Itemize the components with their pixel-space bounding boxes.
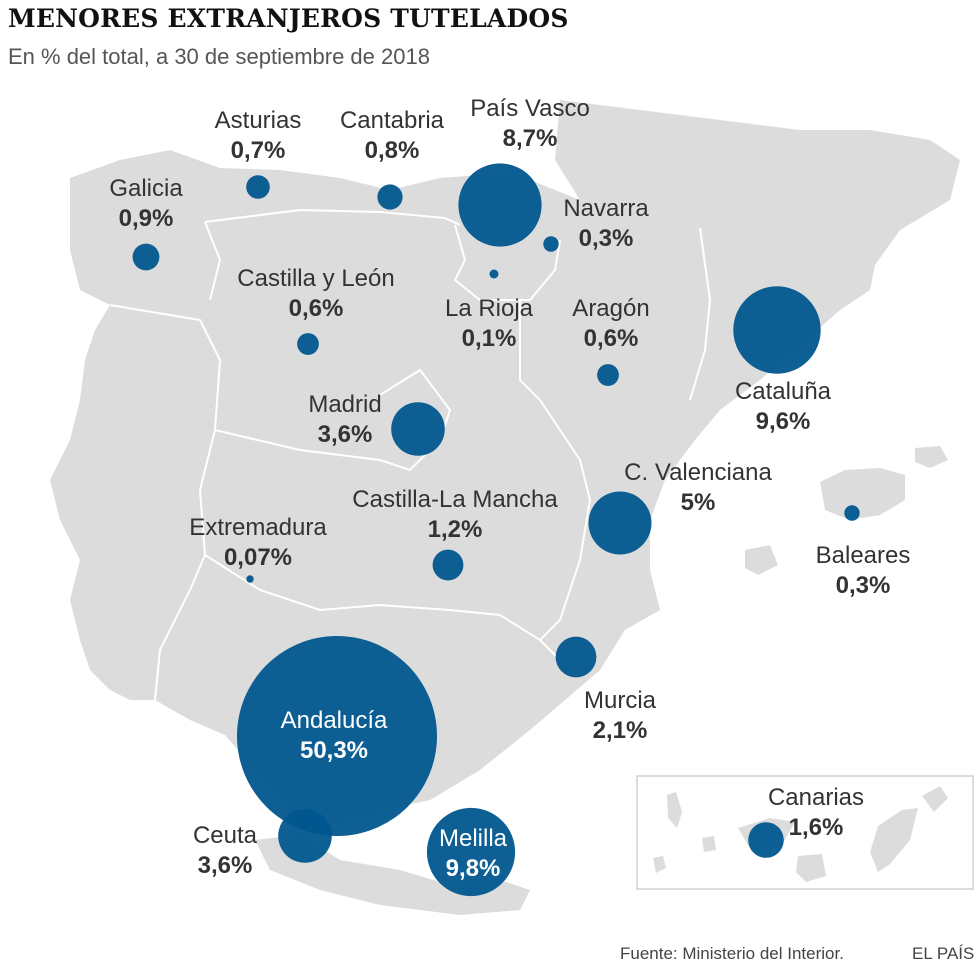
label-asturias: Asturias 0,7% [215,106,302,166]
region-value: 3,6% [197,852,253,879]
bubble-castilla-y-leon [297,333,319,355]
bubble-asturias [246,175,270,199]
region-name: La Rioja [444,295,534,322]
bubble-baleares [844,505,860,521]
bubble-la-rioja [489,269,499,279]
region-value: 3,6% [317,421,373,448]
region-name: Murcia [583,687,657,714]
region-value: 2,1% [592,717,648,744]
chart-subtitle: En % del total, a 30 de septiembre de 20… [8,44,430,69]
label-castilla-la-mancha: Castilla-La Mancha 1,2% [352,485,557,545]
region-name: Castilla y León [237,265,395,292]
region-value: 9,6% [755,408,811,435]
label-canarias: Canarias 1,6% [768,783,864,843]
bubble-castilla-la-mancha [432,549,464,581]
region-name: Canarias [767,784,865,811]
bubble-andalucia [237,636,437,836]
label-galicia: Galicia 0,9% [109,174,182,234]
label-pais-vasco: País Vasco 8,7% [470,94,590,154]
chart-title: MENORES EXTRANJEROS TUTELADOS [8,4,569,33]
label-cantabria: Cantabria 0,8% [340,106,444,166]
label-navarra: Navarra 0,3% [563,194,648,254]
bubble-aragon [597,364,619,386]
bubble-layer [132,163,860,897]
region-name: Extremadura [189,514,327,541]
bubble-cataluna [733,286,821,374]
region-name: Madrid [308,391,382,418]
bubble-extremadura [246,575,254,583]
spain-mainland [70,150,875,830]
region-name: País Vasco [470,95,590,122]
canarias-island [870,808,918,872]
bubble-c-valenciana [588,491,652,555]
bubble-cantabria [377,184,403,210]
region-value: 0,07% [223,544,293,571]
ibiza [745,545,778,575]
bubble-ceuta [278,809,332,863]
region-name: Baleares [815,542,911,569]
region-name: Galicia [109,175,183,202]
label-madrid: Madrid 3,6% [308,390,381,450]
bubble-melilla [426,807,516,897]
region-name: Melilla [438,825,508,852]
bubble-pais-vasco [458,163,542,247]
label-andalucia: Andalucía 50,3% [281,706,388,766]
bubble-madrid [391,402,445,456]
region-value: 0,6% [583,325,639,352]
label-aragon: Aragón 0,6% [572,294,649,354]
label-cataluna: Cataluña 9,6% [735,377,831,437]
region-value: 1,2% [427,516,483,543]
label-castilla-y-leon: Castilla y León 0,6% [237,264,394,324]
region-value: 0,9% [118,205,174,232]
canarias-island [667,792,682,828]
canarias-island [653,856,666,873]
region-name: Cataluña [734,378,832,405]
region-value: 5% [680,489,716,516]
canarias-island [796,854,826,882]
bubble-canarias [748,822,784,858]
brand-logo: EL PAÍS [912,944,975,963]
region-name: Cantabria [339,107,445,134]
source-note: Fuente: Ministerio del Interior. [620,944,844,963]
menorca [915,446,948,468]
region-value: 0,7% [230,137,286,164]
label-murcia: Murcia 2,1% [584,686,656,746]
inset-bubble-layer [748,822,784,858]
region-value: 50,3% [299,737,369,764]
region-borders [109,208,712,701]
canarias-island [922,786,948,812]
region-name: Ceuta [192,822,258,849]
region-value: 0,6% [288,295,344,322]
bubble-navarra [543,236,559,252]
label-la-rioja: La Rioja 0,1% [445,294,533,354]
region-value: 0,8% [364,137,420,164]
region-name: Aragón [572,295,650,322]
region-name: Navarra [563,195,649,222]
region-value: 9,8% [445,855,501,882]
region-value: 0,3% [835,572,891,599]
label-extremadura: Extremadura 0,07% [189,513,326,573]
region-name: C. Valenciana [624,459,772,486]
region-name: Castilla-La Mancha [352,486,558,513]
region-name: Asturias [214,107,302,134]
bubble-murcia [555,636,597,678]
label-ceuta: Ceuta 3,6% [193,821,257,881]
mallorca [820,468,905,520]
france-landmass [555,100,960,265]
label-baleares: Baleares 0,3% [816,541,911,601]
region-value: 1,6% [788,814,844,841]
region-value: 0,1% [461,325,517,352]
label-melilla: Melilla 9,8% [439,824,507,884]
region-name: Andalucía [280,707,388,734]
portugal-landmass [50,305,220,700]
canarias-island [702,836,716,852]
bubble-galicia [132,243,160,271]
label-c-valenciana: C. Valenciana 5% [624,458,772,518]
region-value: 0,3% [578,225,634,252]
region-value: 8,7% [502,125,558,152]
